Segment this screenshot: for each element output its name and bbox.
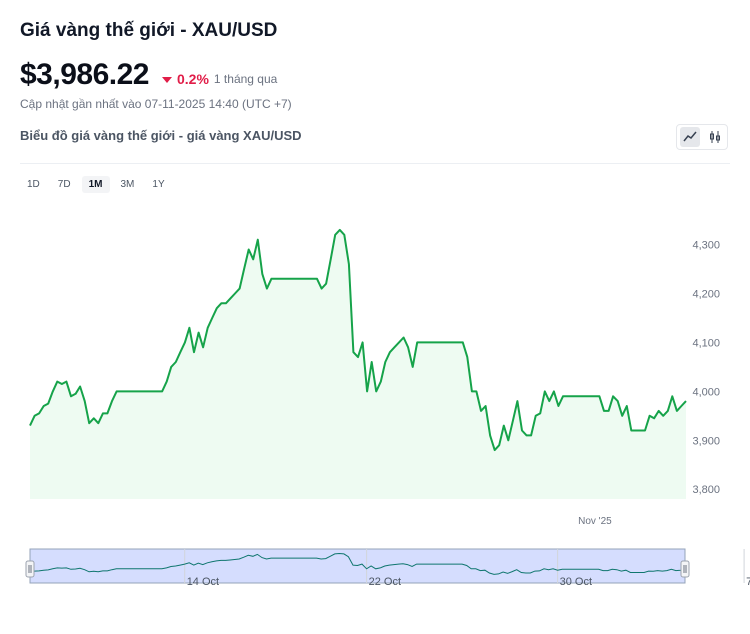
candlestick-icon[interactable] xyxy=(705,127,725,147)
navigator-right-handle[interactable] xyxy=(680,560,690,578)
current-price: $3,986.22 xyxy=(20,58,149,91)
y-tick-label: 4,200 xyxy=(692,289,720,301)
chart-mode-toggle xyxy=(676,124,728,150)
range-7d[interactable]: 7D xyxy=(57,179,71,190)
header-divider xyxy=(20,163,730,164)
navigator-left-handle[interactable] xyxy=(25,560,35,578)
range-selector: 1D 7D 1M 3M 1Y xyxy=(20,176,172,193)
y-tick-label: 3,900 xyxy=(692,435,720,447)
x-tick-label: Nov '25 xyxy=(578,516,612,527)
change-percent: 0.2% xyxy=(177,71,209,87)
navigator-label: 14 Oct xyxy=(187,576,219,588)
range-1m[interactable]: 1M xyxy=(81,176,110,193)
navigator-label: 22 Oct xyxy=(369,576,401,588)
range-1d[interactable]: 1D xyxy=(27,179,40,190)
navigator-label: 7 Nov xyxy=(746,576,750,588)
price-line xyxy=(29,228,687,452)
y-tick-label: 3,800 xyxy=(692,484,720,496)
y-tick-label: 4,000 xyxy=(692,386,720,398)
price-change: 0.2% 1 tháng qua xyxy=(162,71,277,87)
navigator-line xyxy=(29,552,686,575)
y-tick-label: 4,300 xyxy=(692,240,720,252)
navigator-label: 30 Oct xyxy=(560,576,592,588)
line-chart-icon[interactable] xyxy=(679,127,700,147)
chart-title: Biểu đồ giá vàng thế giới - giá vàng XAU… xyxy=(20,128,302,143)
change-period: 1 tháng qua xyxy=(213,72,278,86)
page-title: Giá vàng thế giới - XAU/USD xyxy=(20,20,278,41)
range-1y[interactable]: 1Y xyxy=(152,179,165,190)
price-area xyxy=(30,229,686,499)
range-3m[interactable]: 3M xyxy=(120,179,135,190)
y-tick-label: 4,100 xyxy=(692,337,720,349)
down-arrow-icon xyxy=(162,77,172,83)
last-updated: Cập nhật gần nhất vào 07-11-2025 14:40 (… xyxy=(20,97,292,111)
